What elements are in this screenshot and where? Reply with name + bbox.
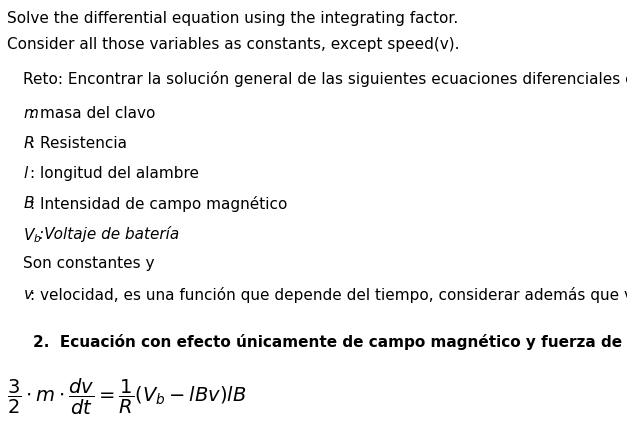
Text: :Voltaje de batería: :Voltaje de batería [40, 226, 180, 242]
Text: : Intensidad de campo magnético: : Intensidad de campo magnético [30, 196, 287, 212]
Text: R: R [23, 135, 34, 150]
Text: Consider all those variables as constants, except speed(v).: Consider all those variables as constant… [7, 37, 459, 52]
Text: B: B [23, 196, 34, 211]
Text: Solve the differential equation using the integrating factor.: Solve the differential equation using th… [7, 11, 458, 26]
Text: Reto: Encontrar la solución general de las siguientes ecuaciones diferenciales c: Reto: Encontrar la solución general de l… [23, 71, 627, 87]
Text: : masa del clavo: : masa del clavo [30, 105, 155, 120]
Text: : longitud del alambre: : longitud del alambre [30, 166, 199, 181]
Text: Son constantes y: Son constantes y [23, 256, 155, 271]
Text: : velocidad, es una función que depende del tiempo, considerar además que v(0) =: : velocidad, es una función que depende … [30, 286, 627, 302]
Text: : Resistencia: : Resistencia [30, 135, 127, 150]
Text: l: l [23, 166, 28, 181]
Text: v: v [23, 286, 33, 301]
Text: 2.  Ecuación con efecto únicamente de campo magnético y fuerza de arrastre.: 2. Ecuación con efecto únicamente de cam… [33, 333, 627, 349]
Text: $\dfrac{3}{2} \cdot m \cdot \dfrac{dv}{dt} = \dfrac{1}{R}(V_b - lBv)lB$: $\dfrac{3}{2} \cdot m \cdot \dfrac{dv}{d… [7, 376, 246, 416]
Text: m: m [23, 105, 38, 120]
Text: $V_b$: $V_b$ [23, 226, 42, 244]
